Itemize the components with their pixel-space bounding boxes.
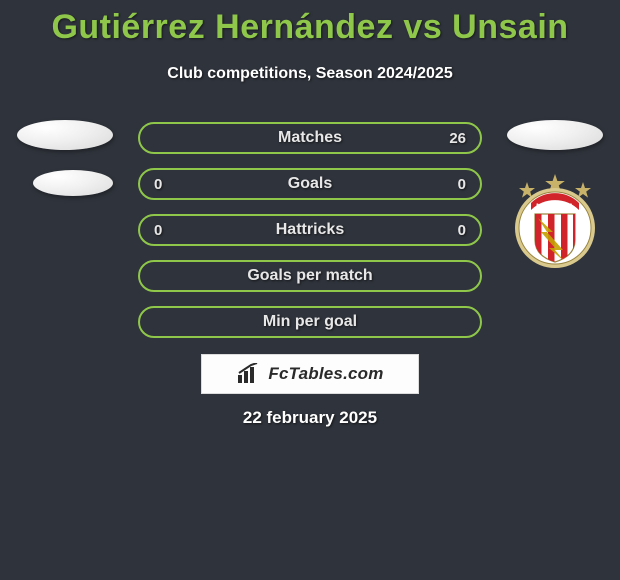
stat-left-value: 0: [154, 176, 162, 193]
player2-avatar-placeholder: [507, 120, 603, 150]
chart-icon: [236, 363, 262, 385]
stat-row-hattricks: 0 Hattricks 0: [138, 214, 482, 246]
stat-right-value: 26: [449, 130, 466, 147]
badge-text: NECAXA: [536, 202, 575, 212]
stat-label: Hattricks: [276, 221, 344, 239]
player1-club-placeholder: [33, 170, 113, 196]
stat-label: Goals: [288, 175, 332, 193]
stat-label: Goals per match: [247, 267, 372, 285]
footer-date: 22 february 2025: [0, 408, 620, 428]
stats-container: Matches 26 0 Goals 0 0 Hattricks 0 Goals…: [138, 122, 482, 338]
player1-avatar-placeholder: [17, 120, 113, 150]
stat-row-matches: Matches 26: [138, 122, 482, 154]
stat-row-goals-per-match: Goals per match: [138, 260, 482, 292]
branding-text: FcTables.com: [268, 364, 383, 384]
stat-left-value: 0: [154, 222, 162, 239]
stat-label: Matches: [278, 129, 342, 147]
stat-right-value: 0: [458, 176, 466, 193]
page-subtitle: Club competitions, Season 2024/2025: [0, 65, 620, 83]
stat-row-min-per-goal: Min per goal: [138, 306, 482, 338]
page-title: Gutiérrez Hernández vs Unsain: [0, 0, 620, 47]
stat-right-value: 0: [458, 222, 466, 239]
right-avatar-column: NECAXA: [500, 120, 610, 270]
stat-label: Min per goal: [263, 313, 357, 331]
branding-box[interactable]: FcTables.com: [201, 354, 419, 394]
stat-row-goals: 0 Goals 0: [138, 168, 482, 200]
left-avatar-column: [10, 120, 120, 196]
player2-club-badge: NECAXA: [505, 170, 605, 270]
necaxa-badge-icon: NECAXA: [505, 170, 605, 270]
